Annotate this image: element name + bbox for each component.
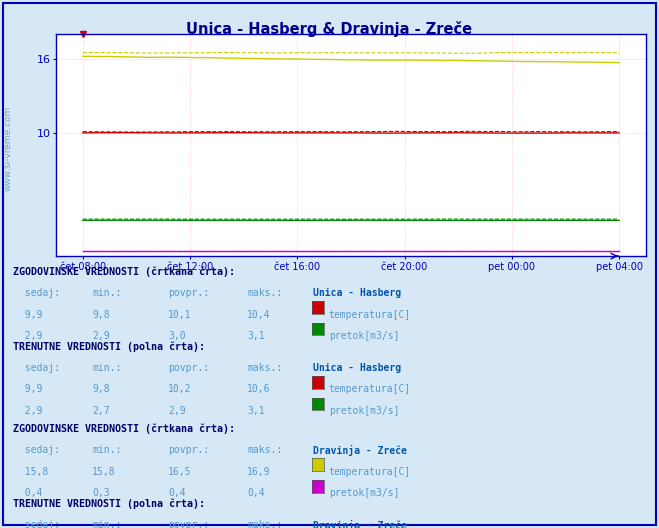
Text: 0,4: 0,4 xyxy=(13,488,43,498)
Text: 15,8: 15,8 xyxy=(92,467,116,477)
Text: 16,9: 16,9 xyxy=(247,467,271,477)
Text: sedaj:: sedaj: xyxy=(13,520,60,528)
Text: min.:: min.: xyxy=(92,445,122,455)
Text: TRENUTNE VREDNOSTI (polna črta):: TRENUTNE VREDNOSTI (polna črta): xyxy=(13,342,205,352)
Text: www.si-vreme.com: www.si-vreme.com xyxy=(3,105,13,191)
Text: 9,8: 9,8 xyxy=(92,384,110,394)
Text: temperatura[C]: temperatura[C] xyxy=(329,310,411,320)
Text: pretok[m3/s]: pretok[m3/s] xyxy=(329,406,399,416)
Text: Dravinja - Zreče: Dravinja - Zreče xyxy=(313,520,407,528)
Text: 0,4: 0,4 xyxy=(247,488,265,498)
Text: temperatura[C]: temperatura[C] xyxy=(329,384,411,394)
Text: maks.:: maks.: xyxy=(247,363,282,373)
Text: 10,2: 10,2 xyxy=(168,384,192,394)
Text: 0,3: 0,3 xyxy=(92,488,110,498)
Text: 16,5: 16,5 xyxy=(168,467,192,477)
Text: Unica - Hasberg: Unica - Hasberg xyxy=(313,288,401,298)
Text: ZGODOVINSKE VREDNOSTI (črtkana črta):: ZGODOVINSKE VREDNOSTI (črtkana črta): xyxy=(13,267,235,277)
Text: ZGODOVINSKE VREDNOSTI (črtkana črta):: ZGODOVINSKE VREDNOSTI (črtkana črta): xyxy=(13,424,235,434)
Text: maks.:: maks.: xyxy=(247,288,282,298)
Text: povpr.:: povpr.: xyxy=(168,363,209,373)
Text: maks.:: maks.: xyxy=(247,520,282,528)
Text: 2,9: 2,9 xyxy=(13,331,43,341)
Text: 2,7: 2,7 xyxy=(92,406,110,416)
Text: sedaj:: sedaj: xyxy=(13,288,60,298)
Text: sedaj:: sedaj: xyxy=(13,445,60,455)
Text: 3,0: 3,0 xyxy=(168,331,186,341)
Text: temperatura[C]: temperatura[C] xyxy=(329,467,411,477)
Text: povpr.:: povpr.: xyxy=(168,520,209,528)
Text: sedaj:: sedaj: xyxy=(13,363,60,373)
Text: Unica - Hasberg & Dravinja - Zreče: Unica - Hasberg & Dravinja - Zreče xyxy=(186,21,473,37)
Text: povpr.:: povpr.: xyxy=(168,445,209,455)
Text: 2,9: 2,9 xyxy=(168,406,186,416)
Text: 10,4: 10,4 xyxy=(247,310,271,320)
Text: 2,9: 2,9 xyxy=(92,331,110,341)
Text: maks.:: maks.: xyxy=(247,445,282,455)
Text: pretok[m3/s]: pretok[m3/s] xyxy=(329,331,399,341)
Text: 9,9: 9,9 xyxy=(13,384,43,394)
Text: 3,1: 3,1 xyxy=(247,406,265,416)
Text: 10,6: 10,6 xyxy=(247,384,271,394)
Text: min.:: min.: xyxy=(92,363,122,373)
Text: 10,1: 10,1 xyxy=(168,310,192,320)
Text: TRENUTNE VREDNOSTI (polna črta):: TRENUTNE VREDNOSTI (polna črta): xyxy=(13,498,205,509)
Text: min.:: min.: xyxy=(92,520,122,528)
Text: min.:: min.: xyxy=(92,288,122,298)
Text: 2,9: 2,9 xyxy=(13,406,43,416)
Text: pretok[m3/s]: pretok[m3/s] xyxy=(329,488,399,498)
Text: 9,9: 9,9 xyxy=(13,310,43,320)
Text: Dravinja - Zreče: Dravinja - Zreče xyxy=(313,445,407,456)
Text: povpr.:: povpr.: xyxy=(168,288,209,298)
Text: Unica - Hasberg: Unica - Hasberg xyxy=(313,363,401,373)
Text: 0,4: 0,4 xyxy=(168,488,186,498)
Text: 9,8: 9,8 xyxy=(92,310,110,320)
Text: 3,1: 3,1 xyxy=(247,331,265,341)
Text: 15,8: 15,8 xyxy=(13,467,48,477)
